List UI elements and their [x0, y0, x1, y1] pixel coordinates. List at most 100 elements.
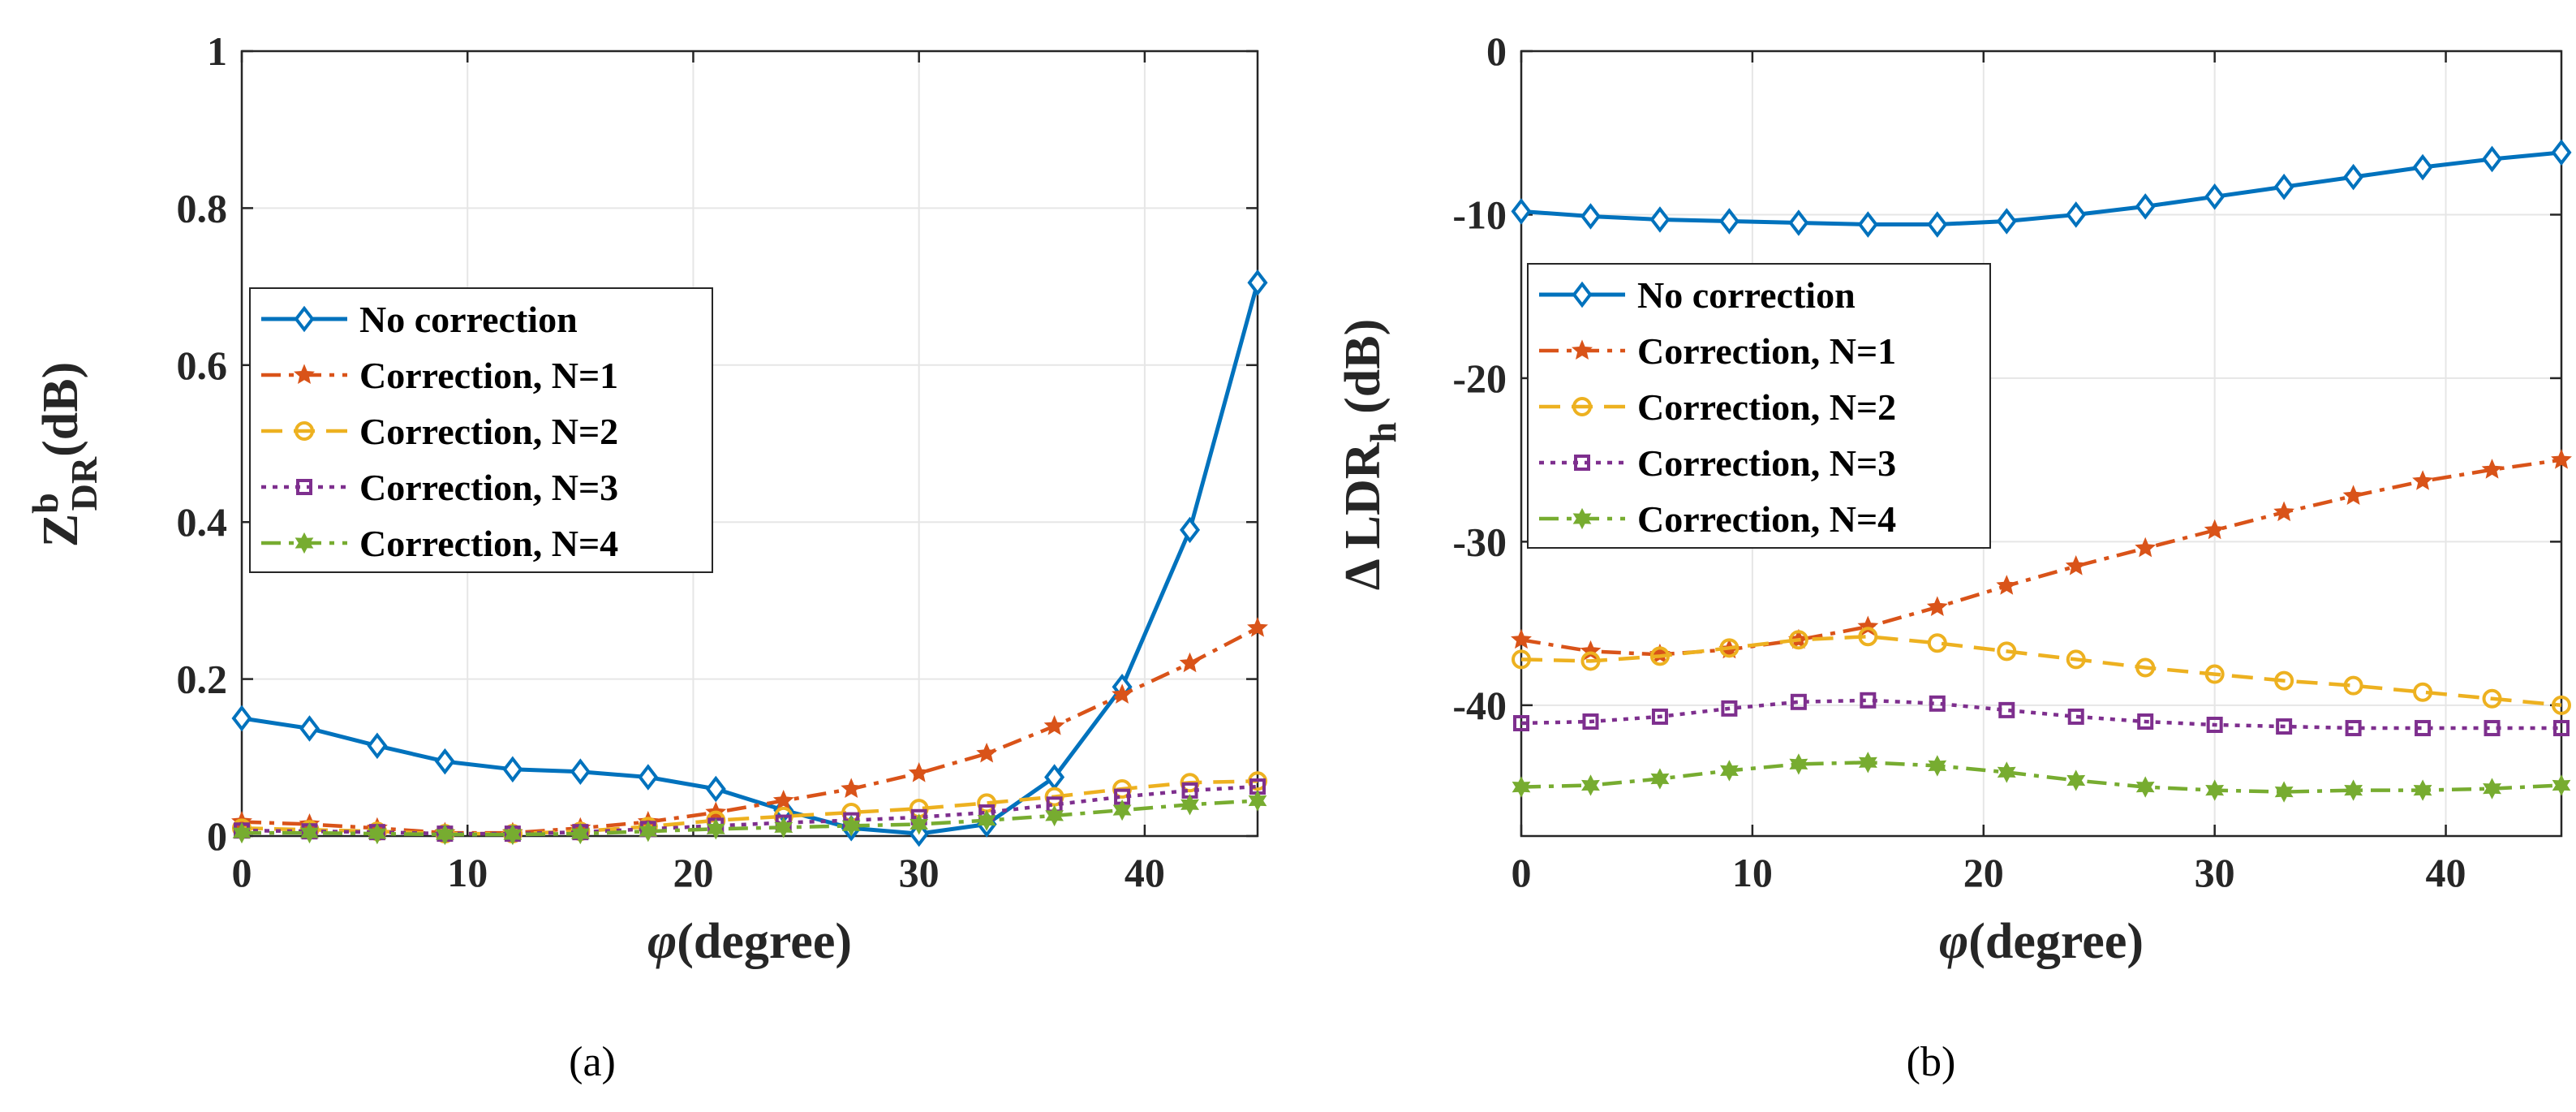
y-axis-main: Δ LDR [1335, 442, 1391, 590]
data-point [1649, 206, 1671, 233]
data-point [2204, 664, 2225, 684]
data-point [1651, 708, 1668, 725]
data-point [1927, 211, 1948, 238]
x-tick-label: 20 [673, 850, 713, 895]
data-point [2483, 778, 2502, 800]
data-point [2204, 519, 2226, 540]
data-point [1580, 774, 1600, 796]
data-point [2551, 448, 2572, 469]
y-tick-label: -20 [1452, 356, 1507, 401]
series-correction-n-4 [232, 790, 1267, 846]
legend-entry-label: Correction, N=2 [359, 411, 618, 452]
data-point [2482, 145, 2503, 173]
data-point [1512, 776, 1531, 798]
data-point [2135, 776, 2155, 798]
data-point [2345, 720, 2362, 737]
x-tick-label: 10 [447, 850, 488, 895]
series-correction-n-4 [1512, 752, 2571, 803]
series-correction-n-2 [1512, 627, 2571, 715]
data-point [570, 822, 590, 845]
data-point [2135, 537, 2157, 558]
data-point [368, 822, 387, 845]
x-axis-label: φ(degree) [647, 914, 852, 969]
data-point [1997, 761, 2016, 783]
legend-swatch-marker [1572, 397, 1592, 416]
y-tick-label: -40 [1452, 683, 1507, 728]
x-axis-unit: (degree) [1968, 914, 2144, 969]
y-axis-subscript: h [1362, 422, 1404, 443]
axes-box [240, 50, 1259, 838]
data-point [1511, 628, 1532, 649]
data-point [2343, 675, 2363, 696]
data-point [1718, 208, 1740, 235]
data-point [367, 732, 388, 760]
data-point [910, 813, 929, 835]
y-tick-label: 0 [207, 813, 227, 859]
data-point [1112, 683, 1133, 704]
y-tick-label: 1 [207, 28, 227, 74]
panel-caption: (a) [569, 1039, 616, 1085]
legend-swatch-marker [295, 532, 314, 554]
y-tick-label: 0 [1486, 28, 1507, 74]
y-axis-subscript: DR [63, 456, 105, 511]
data-point [1248, 790, 1267, 812]
series-no-correction [1511, 139, 2572, 238]
legend-swatch-marker [295, 421, 314, 441]
legend-swatch-marker [1572, 281, 1593, 308]
data-point [2135, 193, 2156, 220]
data-point [1790, 693, 1807, 710]
legend-swatch-marker [1572, 339, 1593, 360]
data-point [2413, 682, 2433, 702]
data-point [2274, 781, 2294, 803]
legend-entry-label: Correction, N=1 [359, 355, 618, 396]
series-line [241, 282, 1260, 836]
data-point [1650, 768, 1670, 790]
series-line [1520, 761, 2562, 794]
data-point [1928, 755, 1947, 777]
data-point [705, 775, 726, 803]
data-point [2273, 173, 2294, 200]
data-point [1860, 692, 1877, 709]
data-point [232, 821, 252, 844]
data-point [2415, 720, 2432, 737]
series-line [241, 626, 1259, 835]
x-tick-label: 20 [1963, 850, 2004, 895]
legend: No correction Correction, N=1 Correction, … [1527, 263, 1991, 549]
data-point [1927, 633, 1947, 653]
data-point [2342, 485, 2364, 505]
data-point [299, 821, 319, 844]
y-tick-label: 0.8 [177, 185, 228, 231]
data-point [976, 742, 998, 763]
data-point [1721, 700, 1738, 717]
data-point [1045, 804, 1064, 827]
data-point [2206, 717, 2223, 734]
data-point [1858, 627, 1878, 647]
data-point [1512, 649, 1531, 670]
data-point [1929, 695, 1946, 712]
x-tick-label: 0 [1512, 850, 1532, 895]
legend-entry-label: Correction, N=3 [359, 467, 618, 508]
data-point [1511, 198, 1532, 225]
x-tick-label: 0 [232, 850, 252, 895]
panel-a: 0 10 20 30 40 0 0.2 0.4 0.6 0.8 1 φ(degree) ZbDR(dB)… [24, 28, 1268, 1085]
data-point [1788, 209, 1809, 236]
data-point [1858, 752, 1877, 774]
y-axis-unit: (dB) [1335, 319, 1391, 414]
y-axis-main: Z [33, 514, 88, 547]
data-point [2067, 708, 2084, 725]
legend-entry-label: No correction [1637, 274, 1856, 316]
data-point [2137, 713, 2154, 730]
data-point [706, 818, 725, 840]
series-line [1520, 634, 2562, 708]
data-point [1998, 701, 2015, 718]
data-point [2204, 183, 2226, 210]
data-point [1180, 516, 1201, 544]
data-point [1513, 714, 1529, 731]
data-point [299, 715, 320, 742]
data-point [1580, 203, 1601, 230]
legend-swatch-marker [294, 364, 315, 384]
data-point [2552, 774, 2571, 796]
axes-box [1520, 50, 2563, 838]
data-point [503, 823, 523, 846]
